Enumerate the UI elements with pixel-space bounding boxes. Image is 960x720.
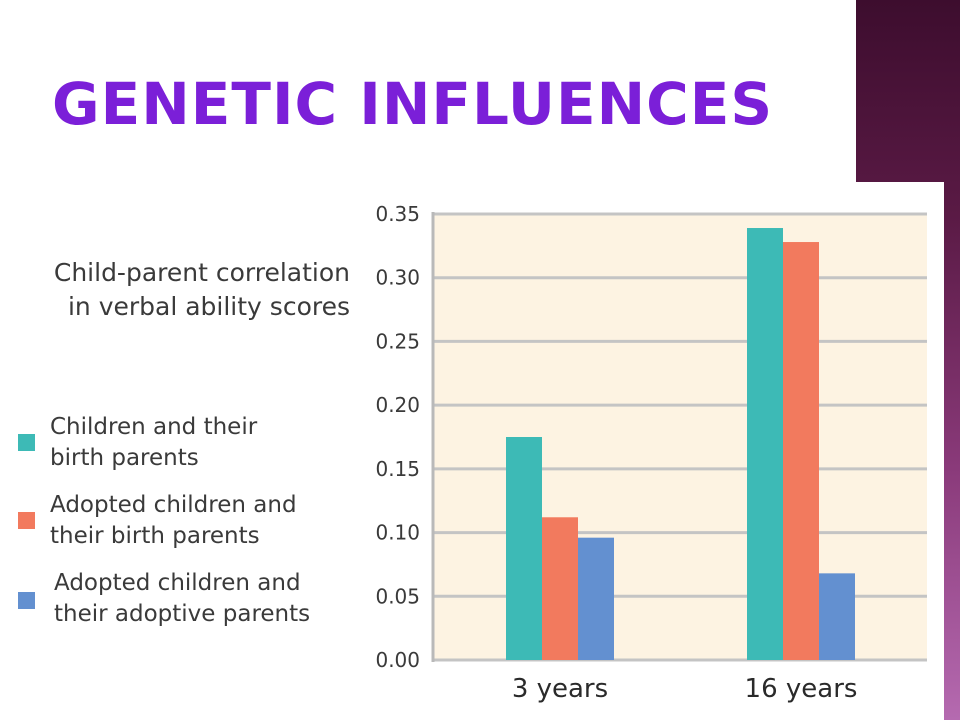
y-tick-label: 0.25: [375, 329, 420, 353]
bar-16-years-series-3: [819, 573, 855, 660]
legend-label-line-1: Children and their: [50, 414, 258, 440]
x-category-label: 3 years: [512, 674, 608, 704]
y-tick-label: 0.35: [375, 202, 420, 226]
y-tick-label: 0.05: [375, 584, 420, 608]
legend-swatch-coral: [18, 512, 35, 529]
y-tick-label: 0.15: [375, 457, 420, 481]
legend-label: Adopted children and their birth parents: [50, 490, 350, 552]
y-tick-label: 0.30: [375, 266, 420, 290]
legend-label-line-2: birth parents: [50, 445, 199, 471]
chart-title-line-2: in verbal ability scores: [67, 292, 350, 321]
chart-title-line-1: Child-parent correlation: [53, 258, 350, 287]
legend-label-line-2: their adoptive parents: [54, 601, 311, 627]
bar-3-years-series-3: [578, 537, 614, 660]
y-tick-label: 0.10: [375, 521, 420, 545]
bar-16-years-series-1: [747, 228, 783, 660]
chart-title: Child-parent correlation in verbal abili…: [54, 256, 350, 324]
x-category-label: 16 years: [745, 674, 858, 704]
legend-swatch-teal: [18, 434, 35, 451]
bar-16-years-series-2: [783, 242, 819, 660]
bar-3-years-series-1: [506, 437, 542, 660]
y-tick-label: 0.20: [375, 393, 420, 417]
slide-title: Genetic Influences: [52, 70, 774, 138]
bar-3-years-series-2: [542, 517, 578, 660]
y-tick-label: 0.00: [375, 648, 420, 672]
legend-label-line-1: Adopted children and: [50, 492, 297, 518]
legend-label: Children and their birth parents: [50, 412, 350, 474]
legend-swatch-blue: [18, 592, 35, 609]
legend-label-line-2: their birth parents: [50, 523, 260, 549]
legend-label-line-1: Adopted children and: [54, 570, 301, 596]
legend-label: Adopted children and their adoptive pare…: [54, 568, 354, 630]
